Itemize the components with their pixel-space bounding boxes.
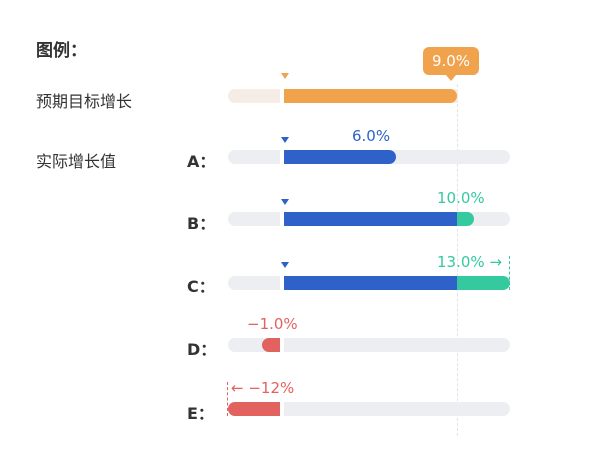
row-c-zero-marker-icon — [281, 262, 289, 268]
row-d-bar — [262, 338, 280, 352]
legend-title: 图例： — [36, 41, 87, 61]
zero-divider — [280, 85, 284, 107]
zero-divider — [280, 208, 284, 230]
row-b-label: B： — [187, 214, 216, 233]
target-growth-label: 预期目标增长 — [36, 92, 133, 111]
target-bar — [228, 85, 510, 107]
row-a-value: 6.0% — [352, 127, 391, 145]
row-c-exceed-bar — [457, 276, 510, 290]
row-e-label: E： — [187, 404, 214, 423]
target-reference-line — [457, 84, 458, 436]
row-c-overflow-line — [509, 256, 510, 290]
row-b-value: 10.0% — [437, 189, 485, 207]
row-b-bar — [284, 212, 457, 226]
zero-divider — [280, 272, 284, 294]
row-a-label: A： — [187, 152, 216, 171]
row-e-value: ← −12% — [231, 379, 295, 397]
target-zero-marker-icon — [281, 73, 289, 79]
target-value-badge: 9.0% — [423, 47, 479, 75]
row-a-zero-marker-icon — [281, 137, 289, 143]
row-c-value: 13.0% → — [437, 253, 502, 271]
row-d-track — [228, 338, 510, 352]
zero-divider — [280, 146, 284, 168]
row-a-bar — [284, 150, 396, 164]
row-c-label: C： — [187, 277, 215, 296]
row-b-zero-marker-icon — [281, 199, 289, 205]
actual-growth-label: 实际增长值 — [36, 152, 117, 171]
row-e-bar — [228, 402, 280, 416]
row-b-exceed-bar — [457, 212, 474, 226]
badge-pointer-icon — [446, 75, 456, 81]
zero-divider — [280, 334, 284, 356]
row-d-label: D： — [187, 340, 217, 359]
row-c-bar — [284, 276, 457, 290]
row-e-track — [228, 402, 510, 416]
row-d-value: −1.0% — [247, 315, 298, 333]
zero-divider — [280, 398, 284, 420]
target-bar-fill — [284, 89, 457, 103]
row-e-overflow-line — [227, 382, 228, 416]
